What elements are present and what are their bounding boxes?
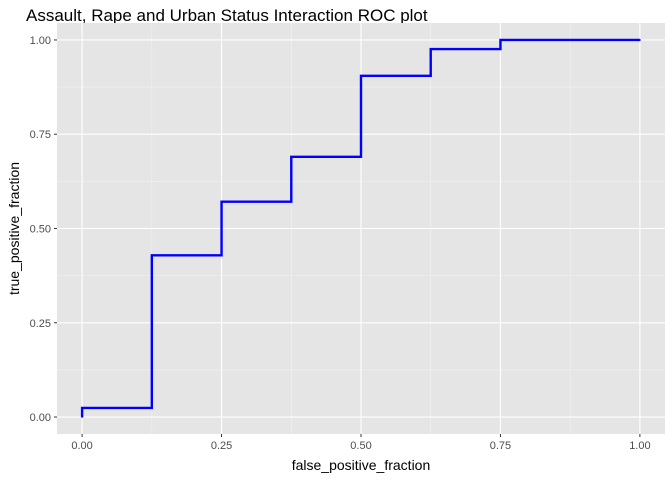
y-axis-title: true_positive_fraction [6,162,22,295]
roc-curve-point [150,407,153,409]
roc-curve-point [220,254,223,257]
roc-curve-point [290,200,293,203]
roc-curve-point [290,155,293,158]
roc-curve-point [150,254,153,257]
x-tick-label: 0.25 [211,440,232,452]
roc-curve-point [81,416,84,418]
roc-curve-point [429,48,432,50]
y-axis-ticks: 0.00 0.25 0.50 0.75 1.00 [30,35,57,424]
y-tick-label: 0.75 [30,129,51,141]
x-axis-title: false_positive_fraction [292,457,431,473]
roc-curve-point [499,48,502,50]
chart-title: Assault, Rape and Urban Status Interacti… [26,6,428,25]
x-tick-label: 0.75 [490,440,511,452]
x-tick-label: 0.50 [350,440,371,452]
roc-curve-point [220,200,223,203]
roc-curve-point [638,39,641,41]
x-tick-label: 1.00 [629,440,650,452]
y-tick-label: 0.50 [30,224,51,236]
roc-curve-point [81,407,84,409]
x-tick-label: 0.00 [71,440,92,452]
y-tick-label: 0.25 [30,318,51,330]
roc-curve-point [360,155,362,158]
roc-curve-point [499,39,502,41]
roc-curve-point [429,74,432,77]
y-tick-label: 0.00 [30,412,51,424]
series-layer [80,38,641,418]
roc-curve-point [360,74,362,77]
x-axis-ticks: 0.00 0.25 0.50 0.75 1.00 [71,434,651,452]
y-tick-label: 1.00 [30,35,51,47]
